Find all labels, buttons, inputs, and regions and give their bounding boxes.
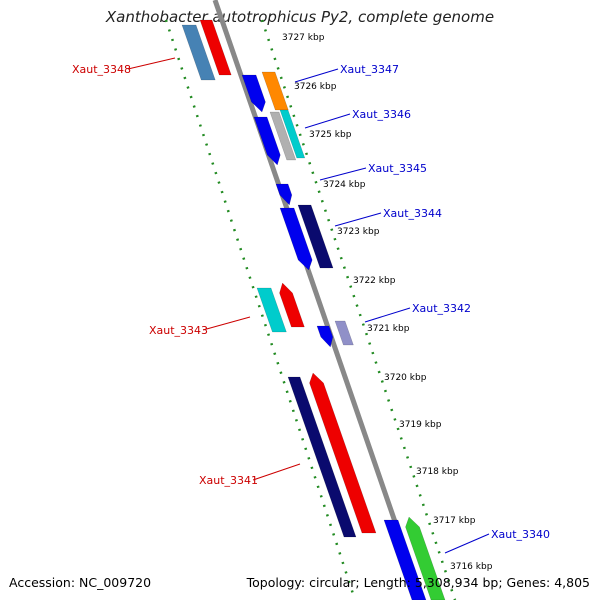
gene-labels: Xaut_3348 Xaut_3347 Xaut_3346 Xaut_3345 Xaut… xyxy=(72,57,550,554)
kbp-tick-label: 3719 kbp xyxy=(399,420,442,430)
gene-xaut-3340b-shape xyxy=(383,519,427,600)
kbp-tick-label: 3721 kbp xyxy=(367,324,410,334)
gene-xaut-3341b-shape xyxy=(287,376,357,538)
gene-xaut-3346-shape xyxy=(279,109,306,159)
kbp-tick-label: 3717 kbp xyxy=(433,516,476,526)
gene-xaut-3343-shape xyxy=(256,287,287,333)
gene-leader-line xyxy=(319,167,367,181)
guide-line-left xyxy=(164,19,357,600)
gene-xaut-3342-shape xyxy=(334,320,354,346)
gene-xaut-3344-shape xyxy=(297,204,334,269)
backbone-line xyxy=(212,0,425,600)
gene-shape xyxy=(316,325,334,348)
gene-label: Xaut_3345 xyxy=(368,162,427,175)
gene-xaut-3340-shape xyxy=(405,516,446,600)
kbp-tick-label: 3724 kbp xyxy=(323,180,366,190)
kbp-tick-label: 3723 kbp xyxy=(337,227,380,237)
gene-leader-line xyxy=(304,113,351,129)
gene-shape xyxy=(279,282,305,328)
gene-label: Xaut_3343 xyxy=(149,324,208,337)
gene-label: Xaut_3348 xyxy=(72,63,131,76)
gene-label: Xaut_3342 xyxy=(412,302,471,315)
guide-lines xyxy=(164,0,457,600)
gene-label: Xaut_3340 xyxy=(491,528,550,541)
gene-label: Xaut_3347 xyxy=(340,63,399,76)
gene-label: Xaut_3344 xyxy=(383,207,442,220)
gene-label: Xaut_3341 xyxy=(199,474,258,487)
kbp-tick-label: 3720 kbp xyxy=(384,373,427,383)
gene-leader-line xyxy=(444,533,490,554)
accession-text: Accession: NC_009720 xyxy=(9,575,152,590)
kbp-tick-label: 3722 kbp xyxy=(353,276,396,286)
gene-shape xyxy=(269,111,297,161)
gene-shape xyxy=(241,74,266,113)
gene-shape xyxy=(253,116,281,166)
kbp-tick-label: 3716 kbp xyxy=(450,562,493,572)
gene-features xyxy=(181,19,446,600)
kbp-tick-label: 3718 kbp xyxy=(416,467,459,477)
gene-xaut-3341-shape xyxy=(309,372,377,534)
kbp-tick-label: 3726 kbp xyxy=(294,82,337,92)
gene-xaut-3348-shape xyxy=(181,24,216,81)
gene-leader-line xyxy=(364,307,411,323)
gene-label: Xaut_3346 xyxy=(352,108,411,121)
gene-xaut-3345-shape xyxy=(275,183,293,206)
kbp-ticks: 3727 kbp 3726 kbp 3725 kbp 3724 kbp 3723 kbp… xyxy=(282,33,493,572)
gene-xaut-3348b-shape xyxy=(199,19,232,76)
kbp-tick-label: 3727 kbp xyxy=(282,33,325,43)
kbp-tick-label: 3725 kbp xyxy=(309,130,352,140)
guide-line-right xyxy=(260,19,457,600)
gene-leader-line xyxy=(252,463,301,481)
topology-text: Topology: circular; Length: 5,308,934 bp… xyxy=(246,575,590,590)
gene-leader-line xyxy=(127,57,176,70)
gene-xaut-3347-shape xyxy=(261,71,289,111)
gene-leader-line xyxy=(334,212,382,227)
gene-leader-line xyxy=(202,316,251,331)
gene-shape xyxy=(279,207,313,271)
gene-leader-line xyxy=(294,68,339,83)
